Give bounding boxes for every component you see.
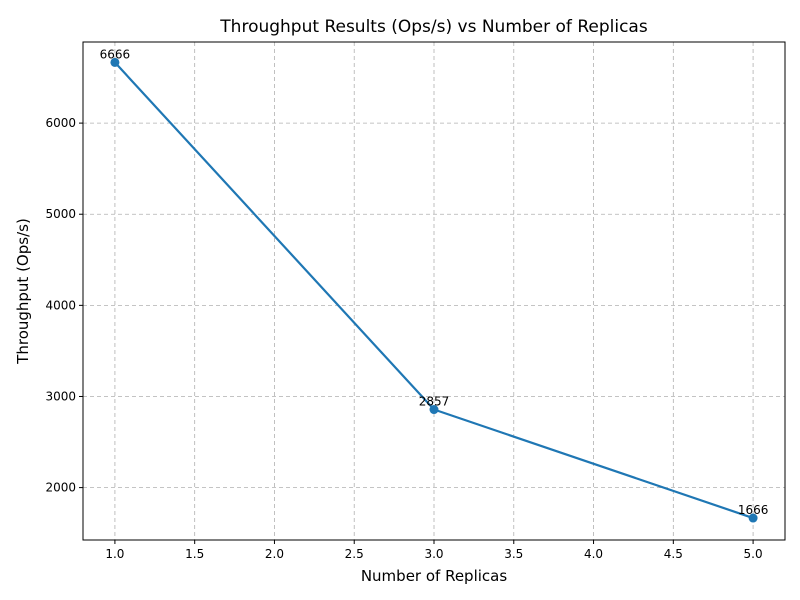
x-tick-label: 3.5 bbox=[504, 547, 523, 561]
data-point bbox=[429, 405, 439, 415]
x-tick-label: 4.0 bbox=[584, 547, 603, 561]
x-tick-label: 5.0 bbox=[744, 547, 763, 561]
x-tick-label: 2.5 bbox=[345, 547, 364, 561]
data-label: 2857 bbox=[419, 395, 450, 409]
y-tick-label: 6000 bbox=[45, 116, 76, 130]
x-tick-label: 3.0 bbox=[424, 547, 443, 561]
data-point bbox=[110, 57, 120, 67]
y-axis-title: Throughput (Ops/s) bbox=[14, 218, 32, 365]
x-tick-label: 1.5 bbox=[185, 547, 204, 561]
y-tick-label: 5000 bbox=[45, 207, 76, 221]
x-axis-title: Number of Replicas bbox=[361, 567, 508, 585]
data-point bbox=[748, 513, 758, 523]
grid-lines bbox=[83, 42, 785, 540]
x-tick-label: 1.0 bbox=[105, 547, 124, 561]
data-label: 1666 bbox=[738, 503, 769, 517]
y-tick-label: 3000 bbox=[45, 389, 76, 403]
data-label: 6666 bbox=[100, 47, 131, 61]
y-tick-label: 4000 bbox=[45, 298, 76, 312]
axis-ticks: 1.0 1.5 2.0 2.5 3.0 3.5 4.0 4.5 5.0 2000 3000 4000 5… bbox=[45, 116, 762, 561]
x-tick-label: 2.0 bbox=[265, 547, 284, 561]
x-tick-label: 4.5 bbox=[664, 547, 683, 561]
chart-title: Throughput Results (Ops/s) vs Number of … bbox=[219, 17, 648, 37]
y-tick-label: 2000 bbox=[45, 481, 76, 495]
series-layer: 6666 2857 1666 bbox=[100, 47, 769, 523]
